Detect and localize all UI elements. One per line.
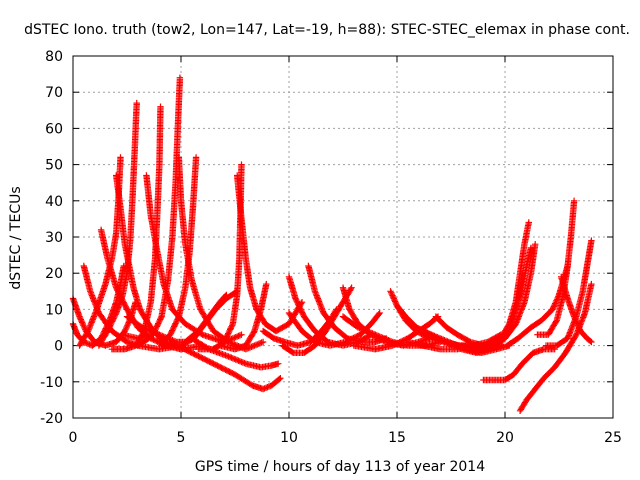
y-tick-label: 60	[45, 121, 63, 137]
x-tick-label: 5	[177, 430, 186, 446]
y-tick-label: 20	[45, 266, 63, 282]
series-markers	[285, 273, 375, 349]
x-tick-label: 0	[69, 430, 78, 446]
series-arc-38	[480, 346, 558, 384]
series-markers	[216, 280, 270, 353]
y-tick-label: 10	[45, 302, 63, 318]
series-arc-37	[491, 241, 539, 349]
data-series	[69, 74, 595, 414]
series-markers	[119, 74, 184, 342]
series-markers	[480, 346, 558, 384]
x-tick-label: 20	[496, 430, 514, 446]
axis-ticks: 0 5 10 15 20 25 -20 -10 0 10 20 30 40 50 60 70 80	[40, 49, 622, 446]
y-tick-label: 70	[45, 85, 63, 101]
series-markers	[234, 172, 306, 335]
series-arc-41	[534, 197, 578, 338]
series-arc-10	[119, 74, 184, 342]
series-arc-12	[158, 154, 200, 349]
x-axis-label: GPS time / hours of day 113 of year 2014	[195, 459, 485, 475]
y-tick-label: -20	[40, 411, 63, 427]
series-markers	[158, 154, 200, 349]
y-tick-label: 40	[45, 194, 63, 210]
series-markers	[491, 241, 539, 349]
series-arc-16	[234, 172, 306, 335]
plot-frame	[72, 55, 614, 419]
x-tick-label: 25	[604, 430, 622, 446]
y-tick-label: 50	[45, 158, 63, 174]
x-tick-label: 10	[280, 430, 298, 446]
series-arc-39	[516, 280, 595, 414]
y-tick-label: 0	[54, 339, 63, 355]
series-arc-22	[285, 273, 375, 349]
series-arc-43	[542, 237, 595, 349]
y-axis-label: dSTEC / TECUs	[8, 186, 24, 289]
y-tick-label: 80	[45, 49, 63, 65]
series-markers	[167, 338, 284, 393]
series-arc-17	[167, 338, 284, 393]
series-markers	[534, 197, 578, 338]
series-markers	[542, 237, 595, 349]
series-arc-18	[188, 335, 282, 371]
chart-title: dSTEC Iono. truth (tow2, Lon=147, Lat=-1…	[24, 22, 630, 38]
y-tick-label: 30	[45, 230, 63, 246]
y-tick-label: -10	[40, 375, 63, 391]
series-arc-19	[216, 280, 270, 353]
x-tick-label: 15	[388, 430, 406, 446]
series-markers	[188, 335, 282, 371]
series-markers	[516, 280, 595, 414]
